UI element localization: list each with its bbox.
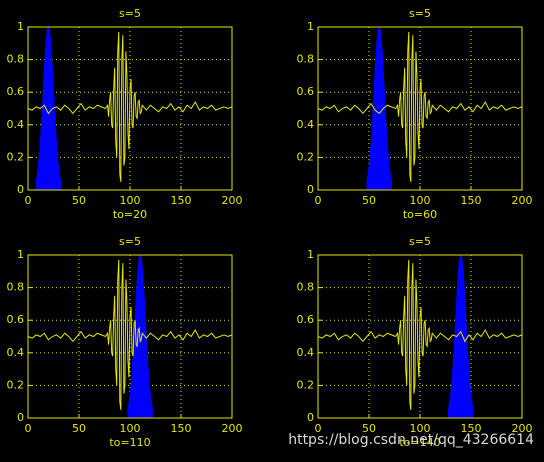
x-tick-label: 200 [222, 194, 243, 207]
y-tick-label: 1 [307, 20, 314, 33]
x-tick-label: 0 [25, 422, 32, 435]
y-tick-label: 0.6 [297, 85, 315, 98]
y-tick-label: 1 [17, 20, 24, 33]
y-tick-label: 0.6 [297, 313, 315, 326]
x-axis-label: to=60 [403, 208, 437, 221]
area [35, 25, 62, 191]
axes-frame [27, 26, 233, 191]
axes-frame [317, 254, 523, 419]
y-tick-label: 0.6 [7, 313, 25, 326]
area [448, 253, 474, 419]
x-tick-label: 200 [512, 194, 533, 207]
x-tick-label: 0 [25, 194, 32, 207]
x-axis-label: to=110 [109, 436, 150, 449]
x-tick-label: 50 [72, 194, 86, 207]
y-tick-label: 0.8 [7, 281, 25, 294]
x-axis-label: to=20 [113, 208, 147, 221]
y-tick-label: 0.4 [7, 118, 25, 131]
line [27, 259, 233, 410]
y-tick-label: 0.2 [7, 150, 25, 163]
line [27, 31, 233, 182]
y-tick-label: 0.8 [297, 281, 315, 294]
x-tick-label: 0 [315, 194, 322, 207]
x-tick-label: 50 [72, 422, 86, 435]
y-tick-label: 0 [307, 411, 314, 424]
axes-frame [317, 26, 523, 191]
x-tick-label: 100 [410, 422, 431, 435]
watermark: https://blog.csdn.net/qq_43266614 [288, 432, 534, 448]
chart-title: s=5 [119, 7, 141, 20]
x-tick-label: 0 [315, 422, 322, 435]
axes-frame [27, 254, 233, 419]
area [366, 25, 392, 191]
line [317, 31, 523, 182]
x-tick-label: 100 [120, 422, 141, 435]
x-tick-label: 50 [362, 422, 376, 435]
y-tick-label: 0.8 [7, 53, 25, 66]
line [317, 259, 523, 410]
chart-title: s=5 [119, 235, 141, 248]
chart-title: s=5 [409, 235, 431, 248]
chart-title: s=5 [409, 7, 431, 20]
x-tick-label: 150 [171, 422, 192, 435]
y-tick-label: 0.4 [297, 118, 315, 131]
y-tick-label: 0.2 [297, 378, 315, 391]
y-tick-label: 0.4 [297, 346, 315, 359]
y-tick-label: 0.4 [7, 346, 25, 359]
x-axis-label: to=140 [399, 436, 440, 449]
y-tick-label: 0 [17, 411, 24, 424]
x-tick-label: 200 [512, 422, 533, 435]
x-tick-label: 200 [222, 422, 243, 435]
x-tick-label: 150 [461, 194, 482, 207]
y-tick-label: 1 [17, 248, 24, 261]
y-tick-label: 1 [307, 248, 314, 261]
x-tick-label: 150 [171, 194, 192, 207]
y-tick-label: 0.2 [7, 378, 25, 391]
y-tick-label: 0.6 [7, 85, 25, 98]
y-tick-label: 0.2 [297, 150, 315, 163]
y-tick-label: 0 [17, 183, 24, 196]
x-tick-label: 150 [461, 422, 482, 435]
x-tick-label: 100 [410, 194, 431, 207]
x-tick-label: 100 [120, 194, 141, 207]
x-tick-label: 50 [362, 194, 376, 207]
y-tick-label: 0.8 [297, 53, 315, 66]
y-tick-label: 0 [307, 183, 314, 196]
